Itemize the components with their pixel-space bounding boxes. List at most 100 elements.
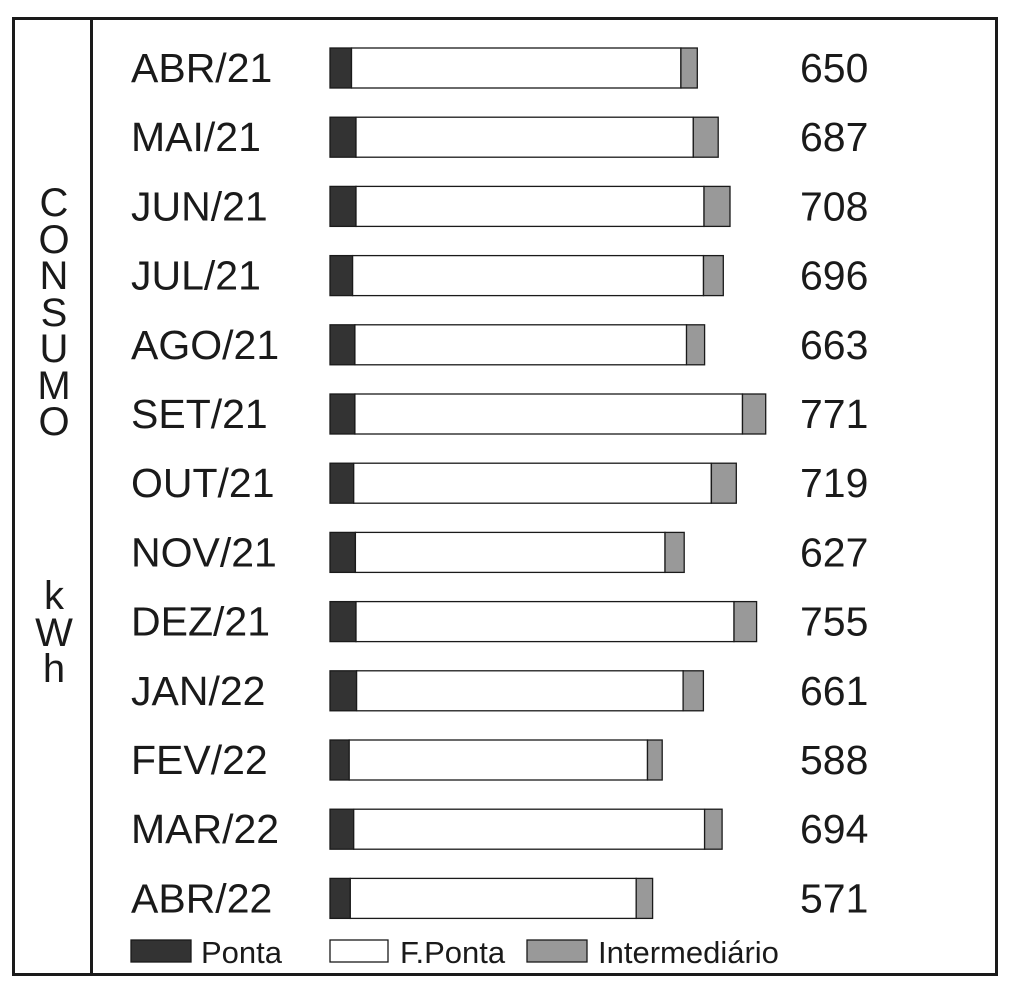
legend-swatch <box>130 939 192 963</box>
bar-segment-intermedi-rio <box>702 254 724 297</box>
y-axis-title-letter: O <box>38 400 70 444</box>
bar-row: DEZ/21 755 <box>131 599 868 645</box>
bar-segment-f-ponta <box>349 877 637 920</box>
bar-segment-intermedi-rio <box>682 670 705 712</box>
bar-row: MAR/22 694 <box>131 806 868 852</box>
bar-row: AGO/21 663 <box>131 322 868 368</box>
bar-row: SET/21 771 <box>131 391 868 437</box>
bar-row: JAN/22 661 <box>131 668 868 714</box>
category-label: MAR/22 <box>131 806 279 852</box>
y-axis-title-letter: C <box>39 181 69 225</box>
bar-segment-intermedi-rio <box>733 600 758 643</box>
bar-segment-intermedi-rio <box>685 324 706 366</box>
total-value-label: 588 <box>800 737 868 783</box>
bar-segment-f-ponta <box>351 254 705 297</box>
legend-label: F.Ponta <box>400 935 506 970</box>
bar-segment-f-ponta <box>355 600 735 643</box>
total-value-label: 687 <box>800 114 868 160</box>
bar-segment-f-ponta <box>355 185 705 228</box>
total-value-label: 708 <box>800 183 868 229</box>
bar-segment-ponta <box>329 600 357 643</box>
bar-segment-f-ponta <box>354 324 688 366</box>
category-label: MAI/21 <box>131 114 261 160</box>
total-value-label: 771 <box>800 391 868 437</box>
bar-row: JUL/21 696 <box>131 253 868 299</box>
bar-segment-ponta <box>329 254 354 297</box>
category-label: NOV/21 <box>131 529 277 575</box>
y-axis-title-letter: h <box>42 647 66 691</box>
bar-segment-ponta <box>329 739 350 781</box>
legend-swatch <box>329 939 389 963</box>
category-label: JUN/21 <box>131 183 268 229</box>
bar-row: NOV/21 627 <box>131 529 868 575</box>
bar-segment-intermedi-rio <box>692 116 719 158</box>
bar-row: ABR/22 571 <box>131 875 868 921</box>
category-label: FEV/22 <box>131 737 268 783</box>
y-axis-title-letter: U <box>39 327 69 371</box>
legend-item: Intermediário <box>526 935 779 970</box>
bar-row: OUT/21 719 <box>131 460 868 506</box>
total-value-label: 663 <box>800 322 868 368</box>
bar-row: MAI/21 687 <box>131 114 868 160</box>
bar-segment-ponta <box>329 185 357 228</box>
legend-item: F.Ponta <box>329 935 506 970</box>
bar-segment-f-ponta <box>353 808 706 850</box>
total-value-label: 661 <box>800 668 868 714</box>
bar-segment-intermedi-rio <box>680 47 698 89</box>
bar-segment-ponta <box>329 116 357 158</box>
bar-row: FEV/22 588 <box>131 737 868 783</box>
bar-row: JUN/21 708 <box>131 183 868 229</box>
y-axis-title-letter: M <box>37 363 71 408</box>
category-label: AGO/21 <box>131 322 279 368</box>
bar-segment-f-ponta <box>355 116 694 158</box>
bar-segment-ponta <box>329 324 356 366</box>
bar-segment-f-ponta <box>348 739 649 781</box>
bar-segment-intermedi-rio <box>646 739 663 781</box>
bar-segment-f-ponta <box>355 670 684 712</box>
bar-segment-intermedi-rio <box>703 808 723 850</box>
legend: Ponta F.Ponta Intermediário <box>130 935 779 970</box>
category-label: DEZ/21 <box>131 599 270 645</box>
category-label: ABR/21 <box>131 45 272 91</box>
legend-label: Intermediário <box>598 935 779 970</box>
bar-segment-ponta <box>329 47 353 89</box>
legend-swatch <box>526 939 588 963</box>
total-value-label: 650 <box>800 45 868 91</box>
total-value-label: 696 <box>800 253 868 299</box>
legend-label: Ponta <box>201 935 283 970</box>
bar-segment-ponta <box>329 531 357 574</box>
total-value-label: 719 <box>800 460 868 506</box>
category-label: ABR/22 <box>131 875 272 921</box>
y-axis-title-letter: W <box>35 610 73 655</box>
bar-segment-ponta <box>329 808 355 850</box>
bar-row: ABR/21 650 <box>131 45 868 91</box>
bar-segment-f-ponta <box>354 531 666 574</box>
category-label: OUT/21 <box>131 460 275 506</box>
bar-segment-intermedi-rio <box>703 185 731 228</box>
total-value-label: 755 <box>800 599 868 645</box>
category-label: JUL/21 <box>131 253 261 299</box>
bar-segment-intermedi-rio <box>664 531 685 574</box>
bar-segment-intermedi-rio <box>635 877 654 920</box>
bar-segment-ponta <box>329 462 355 504</box>
total-value-label: 571 <box>800 875 868 921</box>
bar-segment-ponta <box>329 393 356 435</box>
bar-segment-intermedi-rio <box>741 393 767 435</box>
category-label: JAN/22 <box>131 668 265 714</box>
total-value-label: 694 <box>800 806 868 852</box>
bar-segment-f-ponta <box>354 393 744 435</box>
y-axis-title-letter: N <box>39 254 69 298</box>
bar-segment-ponta <box>329 877 351 920</box>
bar-segment-f-ponta <box>353 462 712 504</box>
y-axis-title-letter: S <box>40 290 68 335</box>
bar-segment-f-ponta <box>350 47 682 89</box>
total-value-label: 627 <box>800 529 868 575</box>
bar-segment-intermedi-rio <box>710 462 737 504</box>
y-axis-title-letter: k <box>44 574 64 618</box>
bar-segment-ponta <box>329 670 358 712</box>
